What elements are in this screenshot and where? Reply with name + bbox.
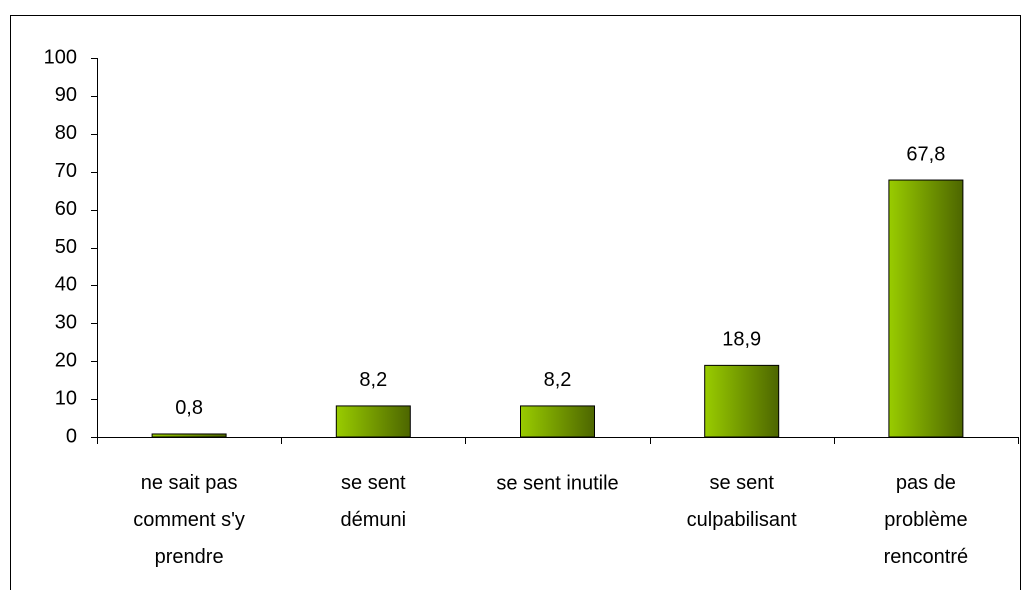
bar [704,364,780,438]
value-label: 8,2 [544,369,572,391]
bar [335,405,411,438]
x-tick-label: se sent culpabilisant [687,472,798,531]
y-tick-label: 10 [55,387,77,409]
y-tick-label: 100 [44,46,77,68]
value-label: 18,9 [722,329,761,351]
y-tick-label: 40 [55,274,77,296]
value-label: 8,2 [359,369,387,391]
y-tick-label: 90 [55,84,77,106]
y-tick-label: 50 [55,236,77,258]
bar [151,433,227,438]
x-tick-label: se sent inutile [496,472,618,494]
y-tick-label: 60 [55,198,77,220]
x-tick-label: pas de problème rencontré [884,472,969,568]
y-tick-label: 30 [55,312,77,334]
x-tick-label: se sent démuni [340,472,406,531]
chart-frame [10,15,1021,595]
bar [520,405,595,438]
x-tick-label: ne sait pas comment s'y prendre [133,472,245,568]
bar [888,179,964,438]
y-tick-label: 20 [55,349,77,371]
y-tick-label: 0 [66,425,77,447]
y-tick-label: 80 [55,122,77,144]
value-label: 67,8 [906,143,945,165]
value-label: 0,8 [175,397,203,419]
y-tick-label: 70 [55,160,77,182]
